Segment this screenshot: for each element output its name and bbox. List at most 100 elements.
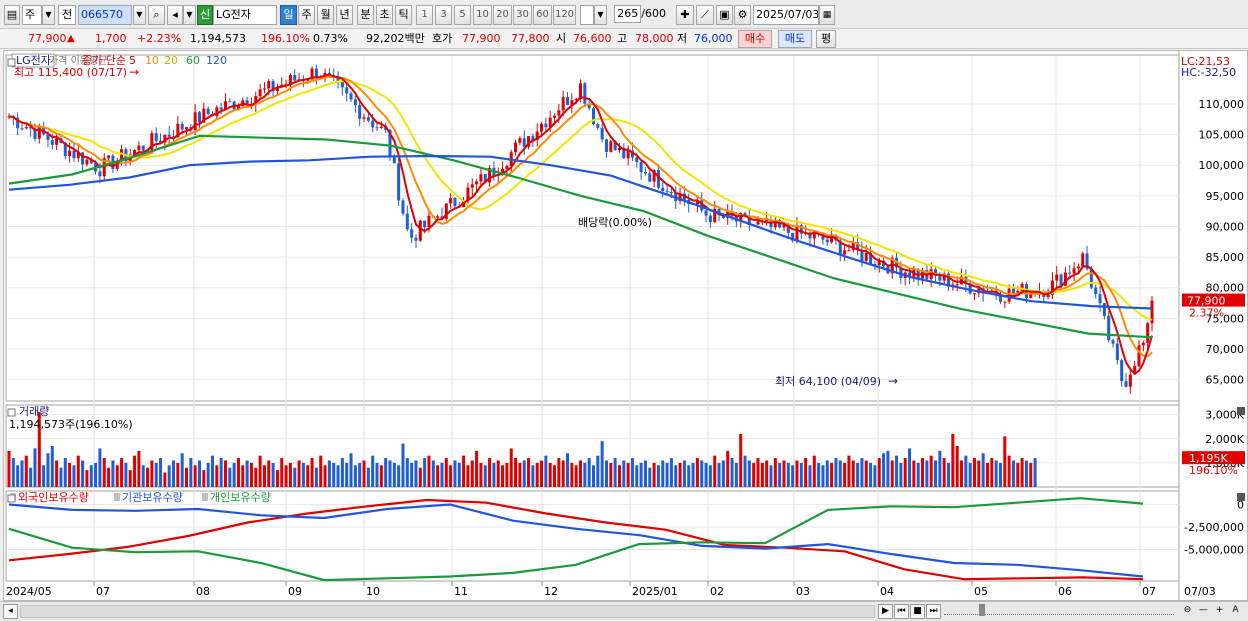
chart-area[interactable]: 2024/05 07 08 09 10 11 12 2025/01 02 03 04 05 06 07 07… — [3, 50, 1248, 601]
interval-20-button[interactable]: 20 — [493, 5, 512, 25]
volume-bar — [804, 458, 808, 487]
candle-body — [1081, 253, 1085, 267]
eval-button[interactable]: 평 — [816, 30, 836, 48]
gear-icon[interactable]: ⚙ — [734, 5, 751, 25]
period-day-button[interactable]: 일 — [280, 5, 297, 25]
bottom-scrollbar[interactable]: ◂ ▶ ⏮ ■ ⏭ ⊖ — + A — [0, 601, 1248, 621]
candle-body — [708, 215, 712, 223]
minus-icon[interactable]: — — [1199, 605, 1208, 615]
stop-icon[interactable]: ■ — [910, 604, 925, 619]
volume-bar — [85, 470, 89, 487]
candle-body — [449, 198, 453, 204]
stock-code-chevron-icon[interactable]: ▼ — [133, 5, 146, 25]
volume-bar — [33, 448, 37, 487]
volume-bar — [743, 455, 747, 487]
volume-bar — [518, 462, 522, 487]
period-minute-button[interactable]: 분 — [357, 5, 374, 25]
volume-bar — [912, 460, 916, 487]
volume-bar — [895, 455, 899, 487]
candle-body — [475, 181, 479, 185]
candle-body — [860, 249, 864, 261]
volume-bar — [280, 458, 284, 487]
scroll-left-icon[interactable]: ◂ — [3, 604, 18, 619]
volume-bar — [345, 462, 349, 487]
candle-body — [635, 157, 639, 163]
candle-body — [1150, 300, 1154, 324]
last-page-icon[interactable]: ⏭ — [926, 604, 941, 619]
interval-30-button[interactable]: 30 — [513, 5, 532, 25]
stock-chart-svg[interactable]: 2024/05 07 08 09 10 11 12 2025/01 02 03 04 05 06 07 07… — [4, 51, 1247, 600]
candle-body — [314, 68, 318, 79]
stock-code-input[interactable]: 066570 — [78, 5, 132, 25]
main-toolbar: ▤ 주 ▼ 전 066570 ▼ ⌕ ◂ ▼ 신 LG전자 일 주 월 년 분 … — [0, 0, 1248, 29]
interval-3-button[interactable]: 3 — [435, 5, 452, 25]
candle-body — [284, 84, 288, 86]
zoom-out-icon[interactable]: ⊖ — [1183, 605, 1192, 615]
candle-body — [228, 101, 232, 103]
period-month-button[interactable]: 월 — [317, 5, 334, 25]
first-page-icon[interactable]: ⏮ — [894, 604, 909, 619]
calendar-icon[interactable]: ▦ — [819, 5, 835, 25]
auto-icon[interactable]: A — [1232, 605, 1239, 615]
candle-body — [626, 150, 630, 159]
zoom-slider-handle[interactable] — [979, 604, 985, 616]
volume-bar — [89, 465, 93, 487]
stock-name-field[interactable]: LG전자 — [213, 5, 277, 25]
plus-icon[interactable]: + — [1215, 605, 1224, 615]
candle-body — [375, 127, 379, 129]
period-tick-button[interactable]: 틱 — [395, 5, 412, 25]
interval-10-button[interactable]: 10 — [473, 5, 492, 25]
candle-body — [159, 140, 163, 143]
volume-bar — [59, 467, 63, 487]
search-icon[interactable]: ⌕ — [148, 5, 165, 25]
volume-bar — [873, 465, 877, 487]
period-week-button[interactable]: 주 — [298, 5, 315, 25]
custom-interval-chevron-icon[interactable]: ▼ — [594, 5, 607, 25]
period-type-chevron-icon[interactable]: ▼ — [42, 5, 55, 25]
scroll-right-icon[interactable]: ▶ — [878, 604, 893, 619]
candle-body — [353, 99, 357, 105]
zoom-slider[interactable] — [944, 604, 1174, 616]
volume-bar — [700, 460, 704, 487]
period-year-button[interactable]: 년 — [336, 5, 353, 25]
speaker-chevron-icon[interactable]: ▼ — [183, 5, 196, 25]
y-tick-label: 110,000 — [1199, 98, 1245, 111]
custom-interval-input[interactable] — [580, 5, 594, 25]
trendline-icon[interactable]: ⟋ — [696, 5, 714, 25]
candle-body — [713, 208, 717, 223]
bar-count-current[interactable]: 265 — [614, 5, 642, 23]
buy-button[interactable]: 매수 — [738, 30, 772, 48]
last-volume-label: 1,195K — [1189, 452, 1228, 465]
volume-bar — [496, 460, 500, 487]
sell-button[interactable]: 매도 — [778, 30, 812, 48]
period-second-button[interactable]: 초 — [376, 5, 393, 25]
candle-body — [102, 158, 106, 177]
interval-5-button[interactable]: 5 — [454, 5, 471, 25]
volume-bar — [630, 458, 634, 487]
bar-count[interactable]: 265/600 — [612, 5, 668, 25]
legend-title: LG전자 — [16, 54, 51, 67]
volume-bar — [349, 453, 353, 487]
period-type-select[interactable]: 주 — [22, 5, 42, 25]
volume-bar — [466, 465, 470, 487]
candle-body — [1076, 266, 1080, 269]
interval-60-button[interactable]: 60 — [533, 5, 552, 25]
candle-body — [843, 250, 847, 255]
speaker-icon[interactable]: ◂ — [167, 5, 183, 25]
candle-body — [306, 79, 310, 81]
crosshair-icon[interactable]: ✚ — [676, 5, 694, 25]
save-icon[interactable]: ▣ — [716, 5, 733, 25]
candle-body — [418, 220, 422, 241]
holding-legend-marker — [114, 493, 120, 501]
interval-120-button[interactable]: 120 — [553, 5, 576, 25]
date-input[interactable]: 2025/07/03 — [753, 5, 819, 25]
holding-legend-marker — [202, 493, 208, 501]
scroll-track[interactable] — [20, 605, 875, 618]
volume-bar — [245, 460, 249, 487]
volume-bar — [778, 462, 782, 487]
prev-button[interactable]: 전 — [58, 5, 76, 25]
window-menu-icon[interactable]: ▤ — [4, 5, 20, 25]
interval-1-button[interactable]: 1 — [416, 5, 433, 25]
y-tick-label: 95,000 — [1206, 190, 1245, 203]
candle-body — [72, 150, 76, 159]
